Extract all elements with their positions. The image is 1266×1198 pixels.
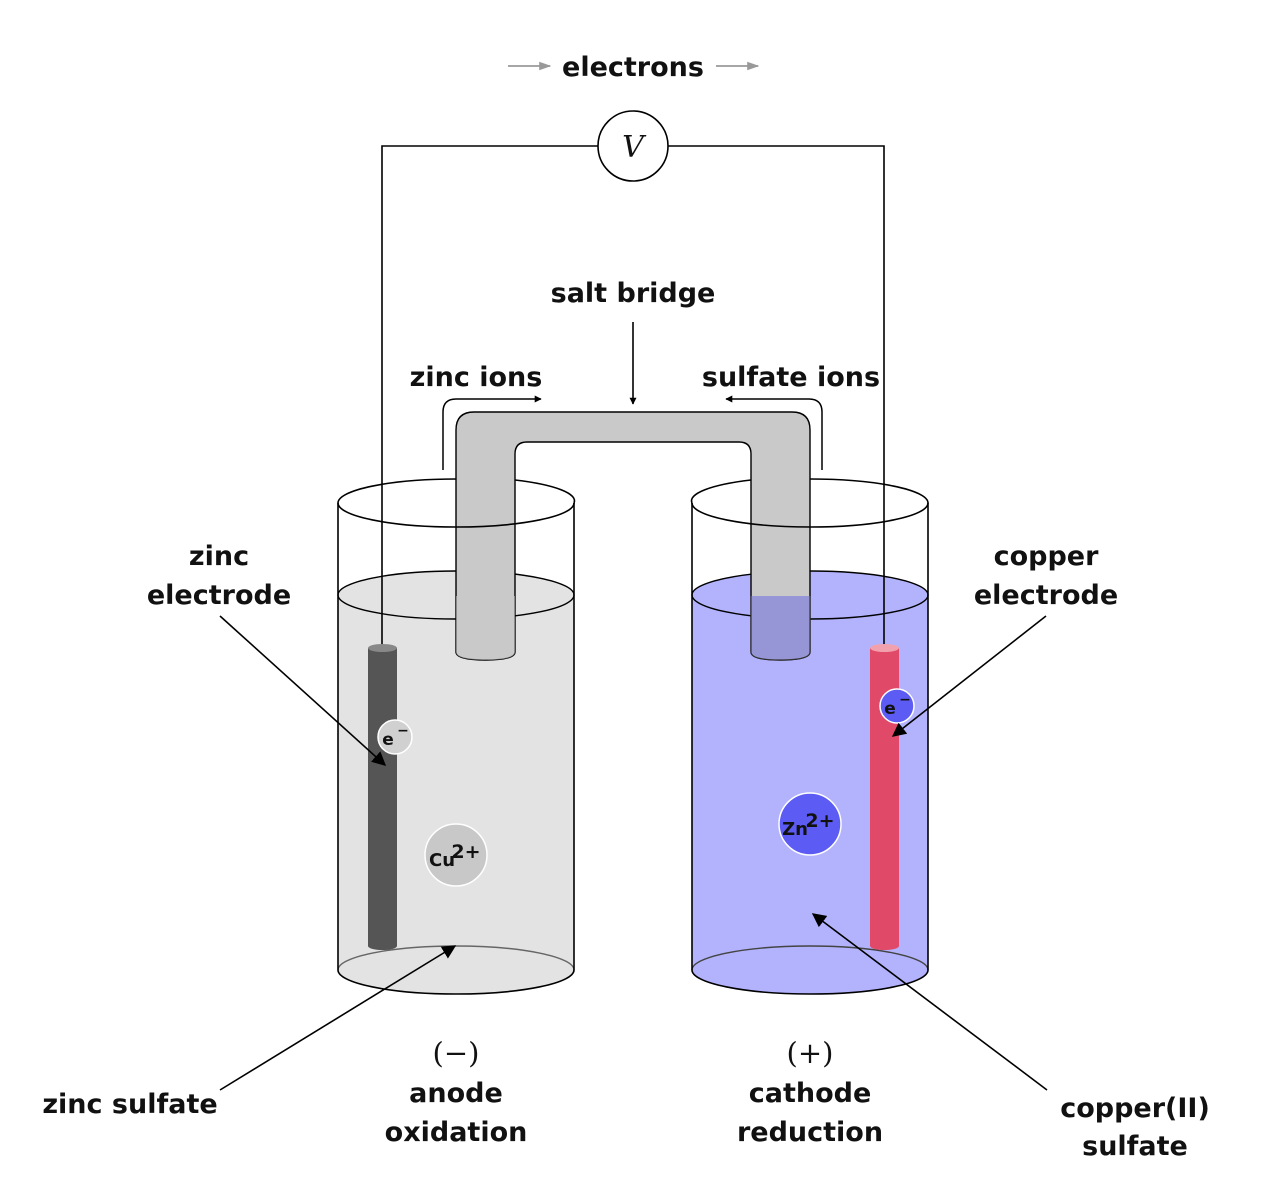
voltmeter — [597, 110, 669, 182]
right-ion-symbol: Zn — [782, 819, 808, 840]
external-circuit: V — [381, 110, 885, 648]
anode-process: oxidation — [385, 1117, 528, 1148]
left-ion-symbol: Cu — [429, 850, 455, 871]
salt-bridge-label: salt bridge — [551, 278, 716, 309]
anode-sign: (−) — [433, 1036, 480, 1070]
anode-role: anode — [409, 1078, 503, 1109]
sulfate-ions-label: sulfate ions — [702, 362, 880, 393]
cathode-label: (+) cathode reduction — [737, 1036, 883, 1148]
zinc-sulfate-label: zinc sulfate — [42, 1089, 217, 1120]
right-beaker-bottom-front — [691, 969, 929, 995]
right-ion-circle — [778, 792, 842, 856]
copper-electrode-pointer — [891, 615, 1047, 737]
left-beaker-bottom-front — [337, 969, 575, 995]
salt-bridge-submerged-left — [456, 596, 515, 660]
sulfate-ions-flow-arrow — [725, 395, 823, 470]
right-electron-label: e — [884, 699, 896, 719]
right-ion: Zn 2+ — [778, 792, 842, 856]
left-ion-charge: 2+ — [451, 841, 480, 863]
salt-bridge: salt bridge zinc ions sulfate ions — [410, 278, 880, 661]
copper-electrode-bottom — [870, 942, 899, 950]
copper-sulfate-label-line2: sulfate — [1082, 1131, 1188, 1162]
anode-label: (−) anode oxidation — [385, 1036, 528, 1148]
copper-sulfate-pointer — [811, 913, 1048, 1091]
copper-electrode-label: copper electrode — [974, 541, 1118, 611]
right-beaker-bottom-back — [691, 945, 929, 971]
copper-sulfate-label: copper(II) sulfate — [1060, 1093, 1210, 1162]
zinc-electrode-rod — [368, 648, 397, 946]
left-ion: Cu 2+ — [424, 823, 488, 887]
zinc-sulfate-pointer — [219, 945, 457, 1091]
right-electron-charge: − — [899, 692, 911, 708]
copper-electrode-label-line2: electrode — [974, 580, 1118, 611]
copper-sulfate-label-line1: copper(II) — [1060, 1093, 1210, 1124]
copper-electrode-label-line1: copper — [994, 541, 1100, 572]
right-beaker — [690, 478, 929, 995]
right-ion-charge: 2+ — [805, 810, 834, 832]
zinc-ions-flow-arrow — [442, 395, 542, 470]
left-electron-circle — [377, 719, 413, 755]
cathode-sign: (+) — [787, 1036, 834, 1070]
zinc-electrode — [368, 644, 397, 950]
right-beaker-rim-back-right — [809, 478, 929, 504]
voltmeter-symbol: V — [622, 130, 647, 165]
left-beaker-rim-front — [337, 502, 575, 528]
electron-flow-label: electrons — [562, 52, 704, 83]
left-beaker-rim-back-right — [514, 479, 576, 504]
left-beaker — [337, 478, 576, 995]
zinc-electrode-label-line2: electrode — [147, 580, 291, 611]
cathode-role: cathode — [749, 1078, 872, 1109]
electron-flow-indicator: electrons — [508, 52, 760, 83]
right-electron: e − — [879, 688, 915, 724]
right-wire — [668, 145, 885, 648]
zinc-electrode-pointer — [219, 615, 387, 766]
zinc-electrode-label: zinc electrode — [147, 541, 291, 611]
zinc-electrode-top — [368, 644, 397, 652]
left-electron-label: e — [382, 730, 394, 750]
left-wire — [381, 145, 598, 648]
zinc-ions-label: zinc ions — [410, 362, 543, 393]
copper-electrode-top — [870, 644, 899, 652]
left-electron: e − — [377, 719, 413, 755]
cathode-process: reduction — [737, 1117, 883, 1148]
pointer-arrows — [219, 615, 1048, 1091]
right-beaker-rim-front — [691, 502, 929, 528]
left-electron-charge: − — [397, 723, 409, 739]
right-beaker-rim-back — [690, 479, 752, 504]
salt-bridge-submerged-right — [751, 596, 810, 660]
left-beaker-rim-back — [337, 478, 457, 504]
zinc-electrode-bottom — [368, 942, 397, 950]
salt-bridge-submerged-right-outline — [750, 596, 811, 661]
left-ion-circle — [424, 823, 488, 887]
zinc-electrode-label-line1: zinc — [189, 541, 249, 572]
